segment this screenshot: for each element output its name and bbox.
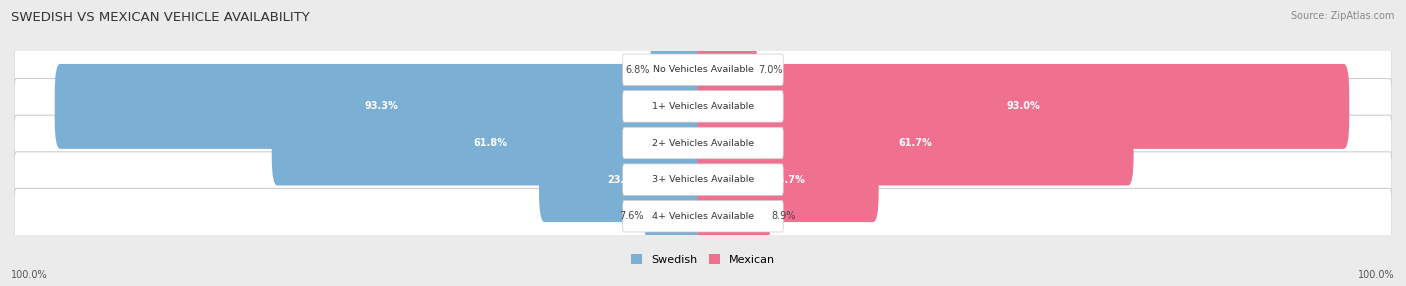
FancyBboxPatch shape <box>623 54 783 86</box>
Text: 8.9%: 8.9% <box>772 211 796 221</box>
FancyBboxPatch shape <box>14 42 1392 98</box>
Text: 6.8%: 6.8% <box>624 65 650 75</box>
Text: 100.0%: 100.0% <box>11 270 48 280</box>
FancyBboxPatch shape <box>623 127 783 159</box>
Text: 3+ Vehicles Available: 3+ Vehicles Available <box>652 175 754 184</box>
Text: 61.8%: 61.8% <box>474 138 508 148</box>
Text: 93.3%: 93.3% <box>364 102 398 111</box>
Text: 7.0%: 7.0% <box>758 65 783 75</box>
Text: 100.0%: 100.0% <box>1358 270 1395 280</box>
FancyBboxPatch shape <box>651 27 709 112</box>
Text: 7.6%: 7.6% <box>619 211 644 221</box>
FancyBboxPatch shape <box>55 64 709 149</box>
FancyBboxPatch shape <box>623 91 783 122</box>
Text: 1+ Vehicles Available: 1+ Vehicles Available <box>652 102 754 111</box>
Text: 23.0%: 23.0% <box>607 175 641 184</box>
FancyBboxPatch shape <box>697 101 1133 185</box>
FancyBboxPatch shape <box>623 200 783 232</box>
FancyBboxPatch shape <box>697 27 756 112</box>
Text: Source: ZipAtlas.com: Source: ZipAtlas.com <box>1291 11 1395 21</box>
FancyBboxPatch shape <box>697 137 879 222</box>
FancyBboxPatch shape <box>14 115 1392 171</box>
FancyBboxPatch shape <box>645 174 709 259</box>
Text: 24.7%: 24.7% <box>772 175 806 184</box>
Text: 2+ Vehicles Available: 2+ Vehicles Available <box>652 138 754 148</box>
Text: 4+ Vehicles Available: 4+ Vehicles Available <box>652 212 754 221</box>
FancyBboxPatch shape <box>271 101 709 185</box>
FancyBboxPatch shape <box>623 164 783 195</box>
FancyBboxPatch shape <box>14 152 1392 207</box>
Text: 61.7%: 61.7% <box>898 138 932 148</box>
FancyBboxPatch shape <box>697 64 1350 149</box>
Legend: Swedish, Mexican: Swedish, Mexican <box>627 250 779 269</box>
FancyBboxPatch shape <box>697 174 770 259</box>
FancyBboxPatch shape <box>14 79 1392 134</box>
Text: No Vehicles Available: No Vehicles Available <box>652 65 754 74</box>
Text: SWEDISH VS MEXICAN VEHICLE AVAILABILITY: SWEDISH VS MEXICAN VEHICLE AVAILABILITY <box>11 11 309 24</box>
FancyBboxPatch shape <box>538 137 709 222</box>
Text: 93.0%: 93.0% <box>1007 102 1040 111</box>
FancyBboxPatch shape <box>14 188 1392 244</box>
